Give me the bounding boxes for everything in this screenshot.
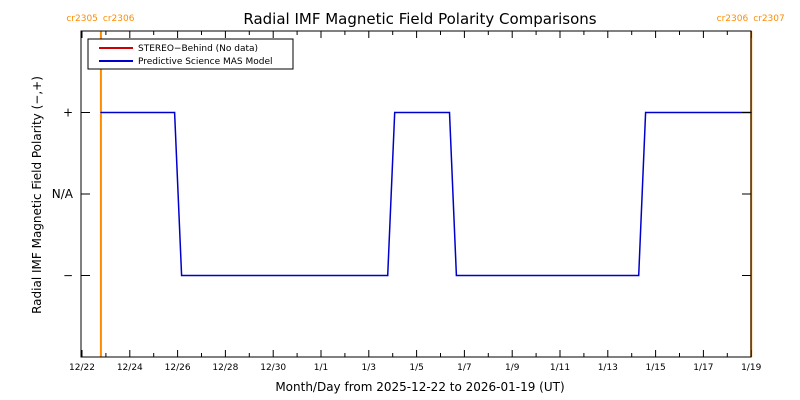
x-tick-label-0: 12/22 xyxy=(69,363,95,373)
x-tick-label-11: 1/13 xyxy=(598,363,618,373)
series-point-0-6 xyxy=(455,274,458,277)
carrington-label-1-after: cr2307 xyxy=(753,14,785,24)
x-tick-label-10: 1/11 xyxy=(550,363,570,373)
x-tick-label-3: 12/28 xyxy=(212,363,238,373)
plot-frame xyxy=(80,30,752,358)
x-tick-label-14: 1/19 xyxy=(741,363,761,373)
x-tick-label-1: 12/24 xyxy=(117,363,143,373)
carrington-label-0-after: cr2306 xyxy=(103,14,135,24)
series-point-0-7 xyxy=(638,274,640,277)
x-tick-label-2: 12/26 xyxy=(165,363,191,373)
series-point-0-2 xyxy=(180,274,183,277)
series-point-0-8 xyxy=(645,111,647,114)
x-tick-label-4: 12/30 xyxy=(260,363,286,373)
y-axis-ticks: + N/A − xyxy=(52,106,751,283)
series-point-0-1 xyxy=(174,111,176,114)
y-tick-label-0: + xyxy=(63,106,73,120)
x-tick-label-7: 1/5 xyxy=(409,363,423,373)
legend: STEREO−Behind (No data) Predictive Scien… xyxy=(87,38,294,70)
x-tick-label-8: 1/7 xyxy=(457,363,471,373)
carrington-label-1-before: cr2306 xyxy=(717,14,749,24)
y-axis-label: Radial IMF Magnetic Field Polarity (−,+) xyxy=(30,76,44,314)
x-tick-label-5: 1/1 xyxy=(314,363,328,373)
series-point-0-3 xyxy=(387,274,389,277)
x-axis-label: Month/Day from 2025-12-22 to 2026-01-19 … xyxy=(275,380,564,394)
x-tick-label-9: 1/9 xyxy=(505,363,520,373)
legend-label-stereo: STEREO−Behind (No data) xyxy=(138,44,258,54)
x-tick-label-6: 1/3 xyxy=(362,363,376,373)
series-line-0 xyxy=(100,111,752,277)
carrington-label-0-before: cr2305 xyxy=(66,14,98,24)
legend-label-mas-model: Predictive Science MAS Model xyxy=(138,57,273,67)
x-tick-label-12: 1/15 xyxy=(645,363,665,373)
y-tick-label-2: − xyxy=(63,269,73,283)
legend-box xyxy=(87,38,294,70)
y-tick-label-1: N/A xyxy=(52,187,74,201)
x-tick-label-13: 1/17 xyxy=(693,363,713,373)
series-point-0-0 xyxy=(100,111,102,114)
x-axis-ticks: 12/22 12/24 12/26 12/28 12/30 1/1 1/3 1/5 1/7 1/9… xyxy=(69,31,762,373)
series-point-0-4 xyxy=(394,111,396,114)
chart-title: Radial IMF Magnetic Field Polarity Compa… xyxy=(243,10,596,28)
series-layer xyxy=(100,111,752,277)
series-point-0-5 xyxy=(448,111,451,114)
